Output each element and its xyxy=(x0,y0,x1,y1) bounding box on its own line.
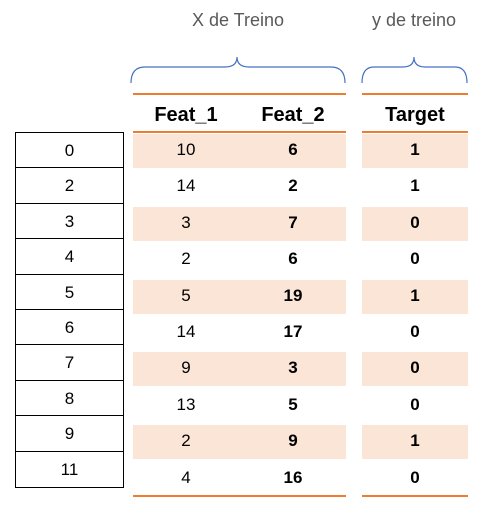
index-cell: 7 xyxy=(16,345,123,381)
feat-2-cell: 6 xyxy=(288,249,298,269)
y-top-rule xyxy=(362,93,468,95)
row-shade xyxy=(133,425,346,460)
y-train-label: y de treino xyxy=(371,10,457,30)
row-shade xyxy=(133,134,346,168)
table-row: 10 6 1 xyxy=(0,132,479,168)
row-shade xyxy=(133,279,346,314)
group-braces xyxy=(130,56,468,84)
feat-2-cell: 19 xyxy=(283,285,303,305)
feat-1-cell: 14 xyxy=(176,322,196,341)
row-shade xyxy=(362,279,468,314)
index-cell: 6 xyxy=(16,310,123,346)
feat-2-cell: 17 xyxy=(283,322,303,341)
x-train-brace xyxy=(130,56,346,84)
feat-2-cell: 3 xyxy=(288,358,298,378)
x-bottom-rule xyxy=(133,495,346,497)
x-header-rule xyxy=(133,131,346,133)
feat-1-cell: 13 xyxy=(176,394,196,414)
target-cell: 0 xyxy=(410,322,420,341)
x-train-label: X de Treino xyxy=(191,10,285,30)
table-row: 4 16 0 xyxy=(0,460,479,496)
target-cell: 1 xyxy=(410,140,420,159)
y-bottom-rule xyxy=(362,495,468,497)
feat-2-cell: 16 xyxy=(283,467,303,487)
target-cell: 0 xyxy=(410,394,420,414)
table-row: 14 17 0 xyxy=(0,314,479,350)
header-feat-2: Feat_2 xyxy=(261,104,325,126)
target-cell: 1 xyxy=(410,431,420,451)
target-cell: 0 xyxy=(410,467,420,487)
table-row: 5 19 1 xyxy=(0,278,479,314)
header-feat-1: Feat_1 xyxy=(154,104,218,126)
table-row: 9 3 0 xyxy=(0,350,479,387)
y-train-brace xyxy=(361,56,468,84)
index-cell: 3 xyxy=(16,204,123,240)
x-top-rule xyxy=(133,93,346,95)
index-cell: 2 xyxy=(16,168,123,204)
feat-1-cell: 9 xyxy=(181,358,191,378)
feat-1-cell: 2 xyxy=(181,431,191,451)
index-cell: 4 xyxy=(16,239,123,275)
feat-2-cell: 5 xyxy=(288,394,298,414)
row-shade xyxy=(362,352,468,387)
feat-1-cell: 5 xyxy=(181,285,191,305)
table-row: 2 9 1 xyxy=(0,423,479,460)
index-cell: 9 xyxy=(16,416,123,452)
row-shade xyxy=(362,425,468,460)
feat-1-cell: 10 xyxy=(176,140,196,159)
feat-2-cell: 7 xyxy=(288,212,298,232)
target-cell: 0 xyxy=(410,358,420,378)
feat-2-cell: 9 xyxy=(288,431,298,451)
row-shade xyxy=(133,352,346,387)
feat-2-cell: 2 xyxy=(288,176,298,196)
table-row: 2 6 0 xyxy=(0,241,479,277)
table-row: 14 2 1 xyxy=(0,168,479,204)
index-cell: 11 xyxy=(16,452,123,488)
feat-1-cell: 14 xyxy=(176,176,196,196)
index-cell: 5 xyxy=(16,275,123,310)
table-row: 13 5 0 xyxy=(0,387,479,423)
table-row: 3 7 0 xyxy=(0,205,479,241)
index-cell: 8 xyxy=(16,381,123,417)
target-cell: 1 xyxy=(410,176,420,196)
target-cell: 1 xyxy=(410,285,420,305)
row-shade xyxy=(362,206,468,241)
feat-1-cell: 4 xyxy=(181,467,191,487)
feat-2-cell: 6 xyxy=(288,140,298,159)
row-shade xyxy=(133,206,346,241)
feat-1-cell: 2 xyxy=(181,249,191,269)
target-cell: 0 xyxy=(410,249,420,269)
header-target: Target xyxy=(385,104,445,126)
index-column: 0 2 3 4 5 6 7 8 9 11 xyxy=(15,132,124,488)
feat-1-cell: 3 xyxy=(181,212,191,232)
y-header-rule xyxy=(362,131,468,133)
index-cell: 0 xyxy=(16,133,123,169)
target-cell: 0 xyxy=(410,212,420,232)
row-shade xyxy=(362,134,468,168)
